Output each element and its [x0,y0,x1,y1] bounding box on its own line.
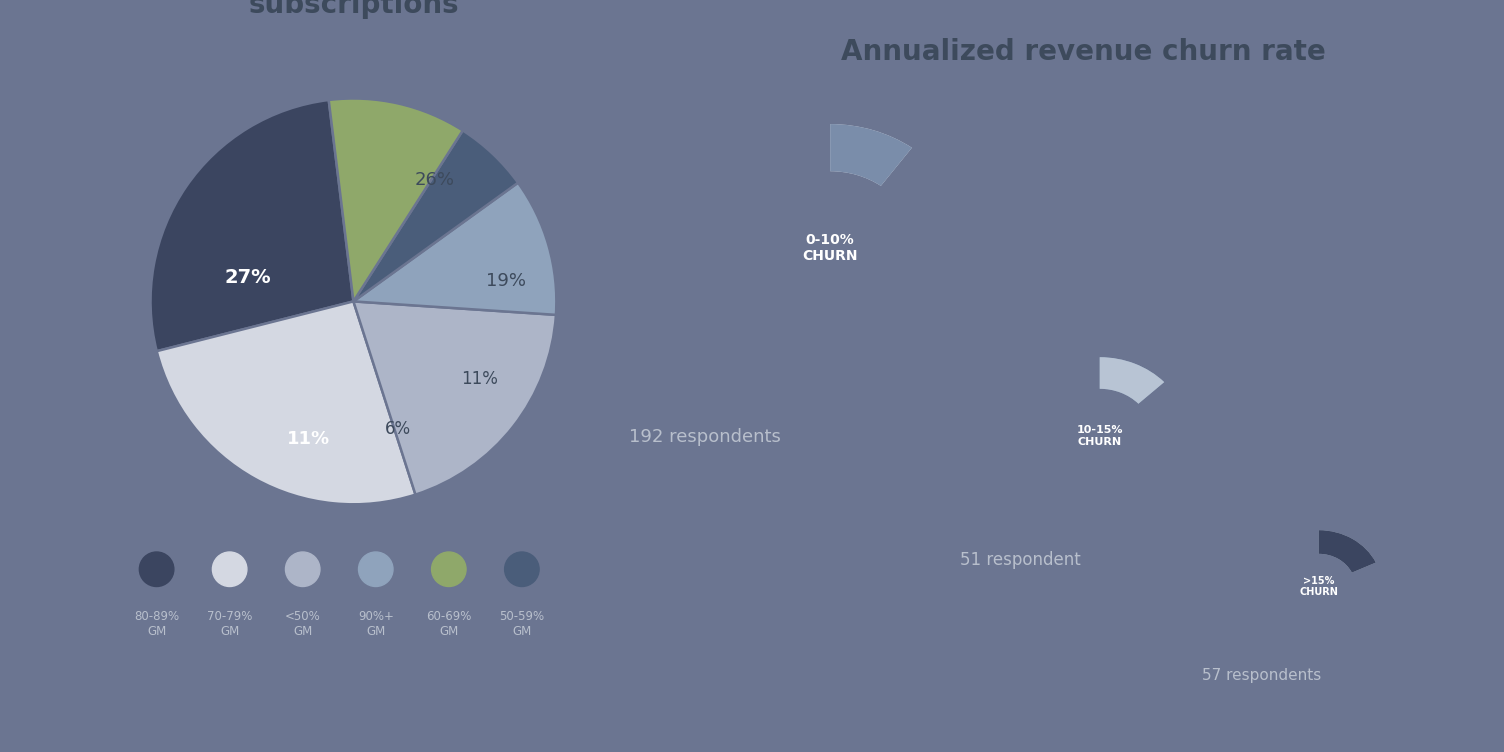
Wedge shape [1099,357,1164,404]
Circle shape [505,552,538,587]
Text: 60-69%
GM: 60-69% GM [426,610,471,638]
Wedge shape [830,124,911,186]
Wedge shape [1319,530,1376,572]
Text: <50%
GM: <50% GM [284,610,320,638]
Text: 50-59%
GM: 50-59% GM [499,610,544,638]
Wedge shape [150,100,353,351]
Text: 19%: 19% [486,272,525,290]
Text: 0-10%
CHURN: 0-10% CHURN [803,233,857,263]
Text: Annualized revenue churn rate: Annualized revenue churn rate [841,38,1325,65]
Circle shape [140,552,174,587]
Text: 80-89%
GM: 80-89% GM [134,610,179,638]
Wedge shape [156,302,415,505]
Text: 11%: 11% [460,369,498,387]
Title: SaaS gross margin on
subscriptions: SaaS gross margin on subscriptions [182,0,525,19]
Wedge shape [329,99,463,302]
Text: 27%: 27% [224,268,271,287]
Circle shape [286,552,320,587]
Circle shape [212,552,247,587]
Wedge shape [353,302,556,495]
Wedge shape [353,183,556,315]
Text: 57 respondents: 57 respondents [1202,669,1322,684]
Wedge shape [1319,530,1376,572]
Text: 90%+
GM: 90%+ GM [358,610,394,638]
Text: 11%: 11% [287,430,331,448]
Text: 10-15%
CHURN: 10-15% CHURN [1077,426,1123,447]
Wedge shape [1099,357,1164,404]
Text: 26%: 26% [415,171,454,189]
Text: 51 respondent: 51 respondent [960,550,1080,569]
Text: 192 respondents: 192 respondents [629,428,781,446]
Wedge shape [830,124,911,186]
Circle shape [432,552,466,587]
Text: 6%: 6% [385,420,411,438]
Circle shape [358,552,393,587]
Text: 70-79%
GM: 70-79% GM [208,610,253,638]
Text: >15%
CHURN: >15% CHURN [1299,576,1339,597]
Wedge shape [353,130,517,302]
